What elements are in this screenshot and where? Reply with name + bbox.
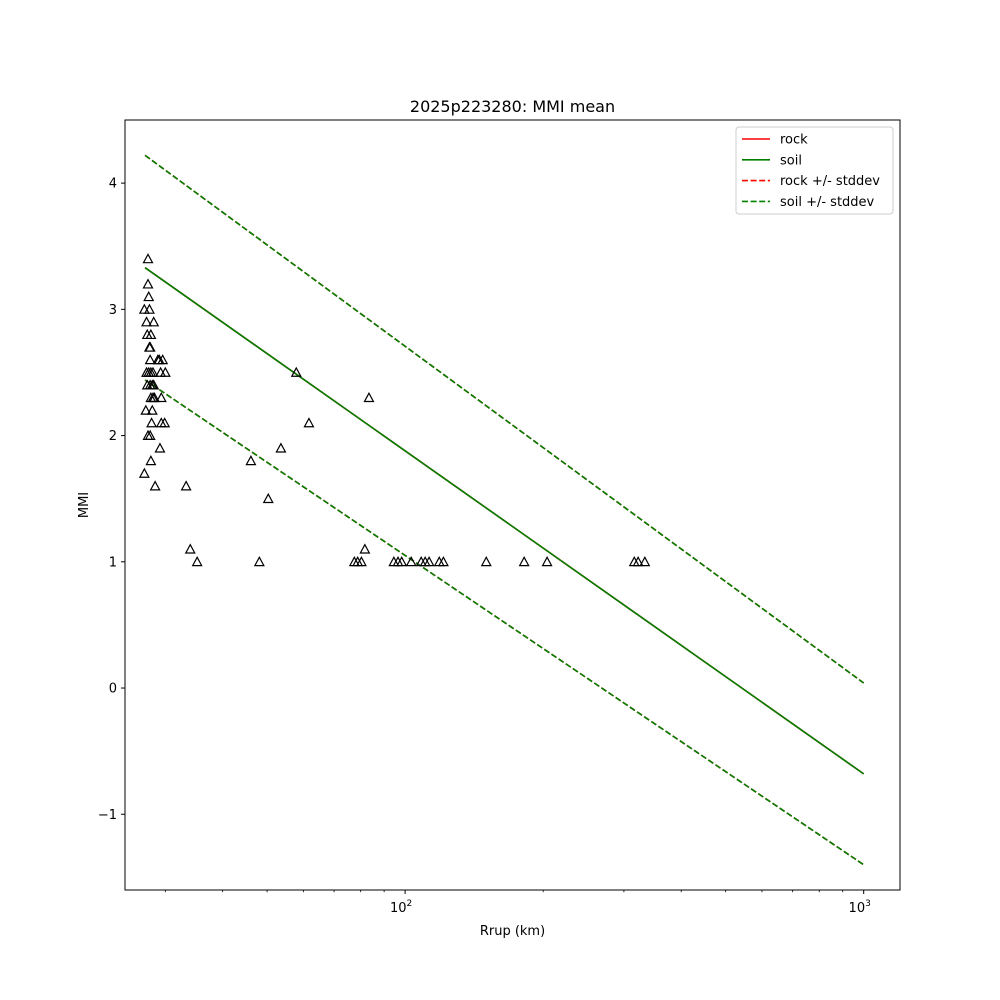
- observation-point: [148, 391, 160, 403]
- observation-point: [142, 253, 154, 264]
- observation-point: [138, 467, 150, 478]
- x-tick-label: 103: [849, 899, 871, 916]
- x-axis-label: Rrup (km): [480, 924, 545, 939]
- observation-point: [480, 556, 492, 567]
- observation-point: [144, 354, 156, 365]
- observation-point: [262, 492, 274, 504]
- legend-label: soil +/- stddev: [780, 195, 875, 210]
- observation-point: [423, 556, 435, 567]
- observation-point: [275, 442, 287, 453]
- observation-point: [143, 303, 155, 314]
- observation-point: [146, 404, 158, 415]
- observation-point: [143, 290, 155, 302]
- y-tick-label: 1: [109, 555, 117, 570]
- observation-point: [148, 379, 160, 390]
- observation-point: [359, 543, 371, 554]
- observation-point: [157, 354, 169, 365]
- observation-point: [155, 391, 167, 403]
- legend-label: rock +/- stddev: [780, 174, 880, 189]
- x-axis: 102 103: [164, 890, 871, 916]
- observation-point: [396, 556, 408, 567]
- y-tick-label: 3: [109, 303, 117, 318]
- y-axis-label: MMI: [77, 492, 92, 518]
- observation-point: [159, 366, 171, 377]
- legend-label: soil: [780, 153, 802, 168]
- y-axis: −1 0 1 2 3 4: [98, 177, 125, 823]
- line-soil-stddev-4: [144, 154, 865, 684]
- x-tick-label: 102: [390, 899, 412, 916]
- observation-point: [144, 429, 156, 440]
- observation-point: [146, 417, 158, 428]
- y-tick-label: 0: [109, 682, 117, 697]
- observation-point: [405, 556, 417, 567]
- observation-point: [184, 543, 196, 554]
- y-tick-label: 4: [109, 177, 117, 192]
- observation-point: [140, 404, 152, 415]
- observation-point: [149, 480, 161, 491]
- plot-frame: [124, 119, 901, 891]
- observation-point: [191, 556, 203, 567]
- observation-point: [518, 556, 530, 567]
- observation-point: [154, 442, 166, 453]
- observation-point: [145, 328, 157, 340]
- observation-point: [159, 417, 171, 428]
- observation-point: [148, 316, 160, 327]
- legend-box: [735, 126, 894, 215]
- observation-point: [141, 316, 153, 327]
- observation-point: [147, 366, 159, 377]
- observation-point: [437, 556, 449, 567]
- line-soil-1: [144, 267, 865, 775]
- observation-point: [245, 455, 257, 466]
- observation-point: [632, 556, 644, 567]
- observation-point: [363, 391, 375, 403]
- observation-point: [303, 417, 315, 428]
- y-tick-label: 2: [109, 429, 117, 444]
- line-soil-stddev-5: [144, 379, 865, 866]
- chart-title: 2025p223280: MMI mean: [410, 97, 615, 116]
- observation-point: [145, 455, 157, 466]
- observation-point: [180, 480, 192, 491]
- legend: rock soil rock +/- stddev soil +/- stddev: [735, 126, 894, 215]
- observation-point: [290, 366, 302, 377]
- observation-point: [142, 278, 154, 289]
- legend-label: rock: [780, 133, 808, 148]
- observation-point: [639, 556, 651, 567]
- observation-point: [144, 341, 156, 352]
- observation-points: [138, 253, 651, 567]
- y-tick-label: −1: [98, 808, 117, 823]
- observation-point: [253, 556, 265, 567]
- observation-point: [541, 556, 553, 567]
- observation-point: [355, 556, 367, 567]
- model-lines: [144, 154, 865, 866]
